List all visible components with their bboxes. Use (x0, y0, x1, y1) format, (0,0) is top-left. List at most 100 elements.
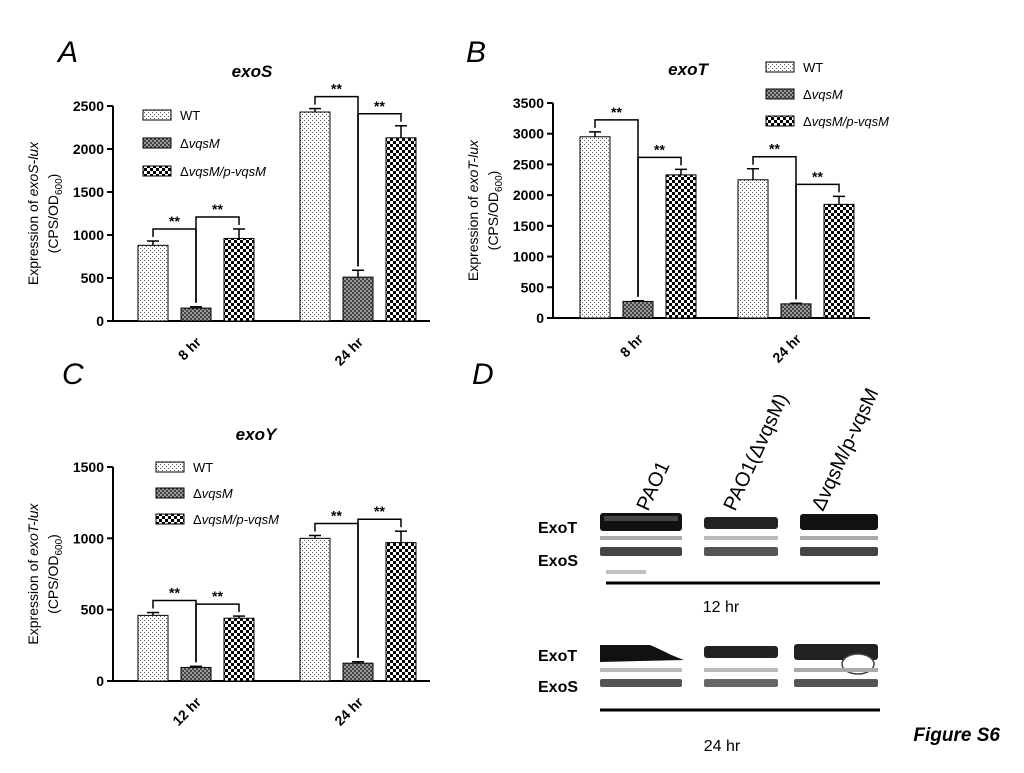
bar-mut (780, 303, 812, 319)
significance-bracket (795, 183, 840, 300)
legend-label-comp: ΔvqsM/p-vqsM (803, 114, 889, 129)
y-tick-label: 500 (81, 602, 105, 618)
blot-24hr-bands (600, 644, 878, 687)
legend-label-wt: WT (180, 108, 200, 123)
blot-band-label-exot-12hr: ExoT (538, 520, 577, 537)
bar-mut (342, 276, 374, 322)
bar-mut (622, 300, 654, 319)
significance-bracket (195, 603, 240, 663)
bar-comp (223, 237, 255, 322)
legend-label-comp: ΔvqsM/p-vqsM (180, 164, 266, 179)
x-category-label: 12 hr (169, 693, 204, 728)
y-axis-unit-label: (CPS/OD600) (45, 174, 65, 254)
significance-bracket (637, 156, 682, 297)
figure-label: Figure S6 (913, 725, 1000, 746)
legend-swatch-comp (765, 115, 795, 127)
significance-marker: ** (611, 104, 622, 120)
significance-marker: ** (331, 507, 342, 523)
chart-title: exoY (236, 425, 278, 444)
bar-wt (299, 537, 331, 682)
legend-swatch-mut (142, 137, 172, 149)
chart-title: exoT (668, 60, 709, 79)
chart-panel-b: exoT Expression of exoT-lux(CPS/OD600) 0 50… (465, 60, 889, 366)
x-category-label: 24 hr (331, 333, 366, 368)
bar-mut (180, 666, 212, 682)
y-tick-label: 1000 (73, 530, 104, 546)
bar-comp (385, 542, 417, 682)
bar-comp (823, 203, 855, 319)
blot-timepoint-12hr: 12 hr (703, 599, 740, 616)
chart-legend: WT ΔvqsM ΔvqsM/p-vqsM (155, 460, 279, 527)
chart-legend: WT ΔvqsM ΔvqsM/p-vqsM (142, 108, 266, 179)
bar-wt (579, 136, 611, 319)
bar-wt (299, 111, 331, 322)
legend-swatch-wt (155, 461, 185, 473)
y-axis-label: Expression of exoT-lux (465, 139, 481, 281)
y-tick-label: 0 (536, 310, 544, 326)
y-tick-label: 2000 (73, 141, 104, 157)
significance-bracket (195, 216, 240, 303)
significance-marker: ** (374, 98, 385, 114)
significance-marker: ** (169, 213, 180, 229)
y-tick-label: 500 (81, 270, 105, 286)
legend-label-mut: ΔvqsM (803, 87, 843, 102)
legend-label-mut: ΔvqsM (180, 136, 220, 151)
legend-label-wt: WT (803, 60, 823, 75)
significance-marker: ** (812, 168, 823, 184)
x-category-label: 24 hr (769, 330, 804, 365)
y-axis-unit-label: (CPS/OD600) (45, 534, 65, 614)
significance-marker: ** (769, 141, 780, 157)
significance-marker: ** (331, 81, 342, 97)
y-tick-label: 0 (96, 673, 104, 689)
significance-bracket (357, 518, 402, 658)
chart-panel-a: exoS Expression of exoS-lux(CPS/OD600) 0 50… (25, 62, 430, 369)
significance-marker: ** (212, 201, 223, 217)
blot-lane-label-1: PAO1 (633, 458, 675, 514)
bar-wt (137, 244, 169, 322)
blot-12hr-bands (600, 513, 878, 574)
blot-band-label-exot-24hr: ExoT (538, 648, 577, 665)
significance-marker: ** (374, 503, 385, 519)
x-category-label: 24 hr (331, 693, 366, 728)
y-axis-label: Expression of exoT-lux (25, 502, 41, 644)
significance-marker: ** (212, 588, 223, 604)
legend-swatch-wt (765, 61, 795, 73)
y-tick-label: 2500 (73, 98, 104, 114)
legend-label-comp: ΔvqsM/p-vqsM (193, 512, 279, 527)
bar-mut (180, 307, 212, 322)
legend-swatch-mut (765, 88, 795, 100)
y-tick-label: 0 (96, 313, 104, 329)
chart-panel-c: exoY Expression of exoT-lux(CPS/OD600) 0 50… (25, 425, 430, 729)
significance-marker: ** (654, 141, 665, 157)
bar-comp (223, 617, 255, 682)
y-axis-label: Expression of exoS-lux (25, 141, 41, 285)
legend-swatch-mut (155, 487, 185, 499)
blot-lane-label-2: PAO1(ΔvqsM) (720, 390, 793, 514)
panel-letter-d: D (472, 358, 494, 391)
significance-marker: ** (169, 585, 180, 601)
x-category-label: 8 hr (617, 330, 647, 360)
y-tick-label: 1500 (73, 459, 104, 475)
blot-lane-label-3: ΔvqsM/p-vqsM (808, 385, 884, 514)
y-tick-label: 1000 (513, 249, 544, 265)
blot-band-label-exos-12hr: ExoS (538, 553, 578, 570)
y-axis-unit-label: (CPS/OD600) (485, 171, 505, 251)
panel-letter-c: C (62, 358, 84, 391)
panel-letter-a: A (56, 36, 78, 69)
western-blot-panel: PAO1 PAO1(ΔvqsM) ΔvqsM/p-vqsM ExoT ExoS … (538, 385, 883, 755)
y-tick-label: 2500 (513, 156, 544, 172)
bar-comp (665, 174, 697, 319)
legend-swatch-comp (155, 513, 185, 525)
y-tick-label: 2000 (513, 187, 544, 203)
legend-swatch-comp (142, 165, 172, 177)
y-tick-label: 1500 (513, 218, 544, 234)
bar-wt (737, 179, 769, 319)
y-tick-label: 3000 (513, 126, 544, 142)
panel-letter-b: B (466, 36, 486, 69)
blot-band-label-exos-24hr: ExoS (538, 679, 578, 696)
y-tick-label: 3500 (513, 95, 544, 111)
y-tick-label: 1000 (73, 227, 104, 243)
legend-label-mut: ΔvqsM (193, 486, 233, 501)
y-tick-label: 1500 (73, 184, 104, 200)
